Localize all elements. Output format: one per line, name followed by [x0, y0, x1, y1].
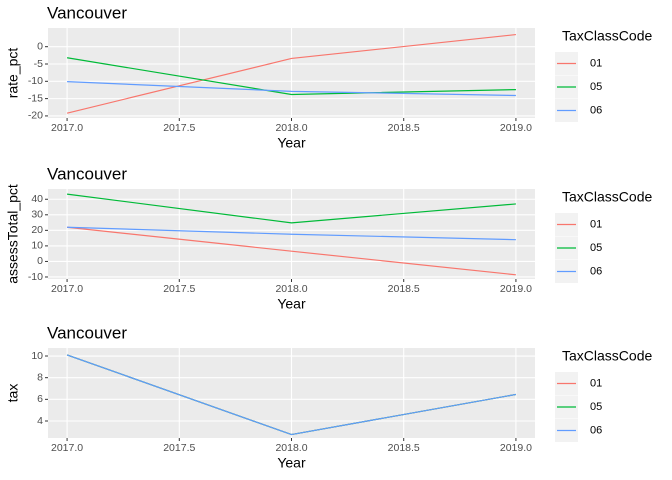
y-tick-label: 10: [31, 350, 43, 362]
y-tick-label: -10: [28, 271, 43, 283]
x-tick-label: 2019.0: [500, 122, 532, 134]
y-tick-label: 30: [31, 209, 43, 221]
legend-title: TaxClassCode: [562, 28, 652, 44]
x-tick-label: 2018.0: [275, 122, 307, 134]
x-tick-label: 2018.5: [388, 442, 420, 454]
series-line: [66, 57, 516, 96]
legend-title: TaxClassCode: [562, 348, 652, 364]
y-tick-label: -10: [28, 75, 43, 87]
y-axis-title: assessTotal_pct: [5, 184, 21, 284]
legend-label: 01: [590, 218, 602, 230]
x-tick-label: 2019.0: [500, 442, 532, 454]
x-tick-label: 2019.0: [500, 283, 532, 295]
y-axis-title: rate_pct: [5, 48, 21, 99]
y-tick-label: -5: [34, 58, 43, 70]
x-tick-label: 2017.5: [163, 283, 195, 295]
y-tick-label: 20: [31, 224, 43, 236]
series-line: [67, 81, 516, 97]
legend-label: 06: [590, 104, 602, 116]
y-tick-label: 8: [37, 371, 43, 383]
x-tick-label: 2017.0: [51, 122, 83, 134]
series-line: [66, 193, 516, 224]
y-tick-label: 4: [37, 415, 43, 427]
x-axis-title: Year: [277, 455, 306, 471]
legend-label: 01: [590, 57, 602, 69]
series-line: [67, 226, 516, 276]
y-axis-title: tax: [5, 384, 21, 403]
series-line: [67, 226, 516, 241]
y-tick-label: 0: [37, 255, 43, 267]
series-line: [66, 33, 516, 114]
x-axis-title: Year: [277, 135, 306, 151]
legend-label: 01: [590, 377, 602, 389]
x-tick-label: 2018.0: [275, 442, 307, 454]
legend-title: TaxClassCode: [562, 189, 652, 205]
legend-label: 05: [590, 242, 602, 254]
x-tick-label: 2017.0: [51, 442, 83, 454]
y-tick-label: 10: [31, 240, 43, 252]
x-tick-label: 2018.0: [275, 283, 307, 295]
y-tick-label: 40: [31, 193, 43, 205]
x-tick-label: 2018.5: [388, 122, 420, 134]
y-tick-label: -15: [28, 92, 43, 104]
y-tick-label: 0: [37, 40, 43, 52]
chart-title: Vancouver: [47, 3, 127, 22]
legend-label: 05: [590, 401, 602, 413]
x-tick-label: 2018.5: [388, 283, 420, 295]
x-axis-title: Year: [277, 296, 306, 312]
legend-label: 05: [590, 81, 602, 93]
y-tick-label: 6: [37, 393, 43, 405]
series-line: [66, 354, 517, 436]
x-tick-label: 2017.5: [163, 122, 195, 134]
y-tick-label: -20: [28, 110, 43, 122]
chart-title: Vancouver: [47, 323, 127, 342]
legend-label: 06: [590, 265, 602, 277]
x-tick-label: 2017.5: [163, 442, 195, 454]
x-tick-label: 2017.0: [51, 283, 83, 295]
legend-label: 06: [590, 424, 602, 436]
chart-title: Vancouver: [47, 164, 127, 183]
